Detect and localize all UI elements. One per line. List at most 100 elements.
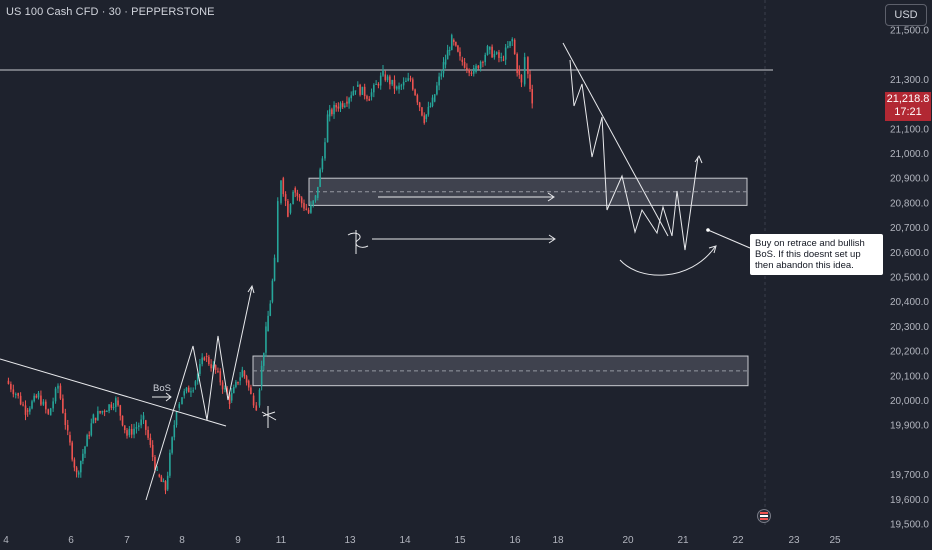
candle-body [516,54,518,74]
candle-body [431,97,434,106]
time-tick-label: 6 [68,535,74,546]
candle-body [319,169,321,187]
candle-body [151,444,154,458]
price-tick-label: 20,000.0 [890,396,929,407]
candle-body [292,191,294,204]
candle-body [356,84,359,87]
candle-body [375,83,377,85]
candle-body [468,69,470,73]
price-tick-label: 21,500.0 [890,26,929,37]
candle-body [103,410,106,412]
candle-body [282,178,285,195]
candle-body [346,101,348,104]
candle-body [178,404,181,408]
candle-body [35,395,38,398]
zigzag-projection-right[interactable] [569,59,699,251]
price-scale[interactable]: 21,500.0 21,300.0 21,100.0 21,000.0 20,900.0… [0,26,929,531]
candle-body [19,395,22,405]
time-tick-label: 16 [509,535,521,546]
price-tick-label: 19,600.0 [890,495,929,506]
candle-body [421,107,423,116]
candle-body [405,80,407,82]
candle-body [196,373,199,382]
candle-body [117,400,119,406]
candle-body [531,89,533,104]
candle-body [321,158,324,170]
candle-body [513,39,516,55]
candle-body [108,404,110,412]
trendline-down[interactable] [0,358,227,427]
candle-body [409,78,412,80]
candle-body [326,114,329,143]
candle-body [252,395,255,406]
candle-body [418,102,421,108]
candle-body [433,94,436,102]
candle-body [444,59,447,65]
candle-body [400,85,403,87]
candle-body [453,39,455,42]
time-tick-label: 25 [829,535,841,546]
candle-body [92,414,95,424]
candle-body [40,395,42,405]
candle-body [212,365,215,369]
candle-body [84,446,86,454]
candle-body [488,46,491,50]
annotation-note[interactable]: Buy on retrace and bullish BoS. If this … [750,234,883,275]
time-tick-label: 14 [399,535,411,546]
candle-body [237,381,239,384]
candle-body [457,45,459,52]
candle-body [500,57,503,59]
candle-body [130,428,133,435]
candle-body [71,442,73,460]
candle-body [144,420,147,430]
zigzag-projection-left[interactable] [145,286,253,501]
candle-body [260,365,263,386]
currency-button[interactable]: USD [885,4,927,26]
candle-body [416,95,419,103]
price-tick-label: 20,100.0 [890,371,929,382]
time-tick-label: 9 [235,535,241,546]
bar-countdown: 17:21 [894,106,922,118]
candle-body [12,389,15,395]
candle-body [511,39,514,42]
candle-body [289,203,292,213]
candle-body [429,105,432,107]
candle-body [425,114,428,119]
time-tick-label: 18 [552,535,564,546]
candle-body [126,430,128,436]
candle-body [54,388,57,402]
candle-body [147,429,149,438]
curved-arrow[interactable] [619,246,716,276]
candle-body [75,467,78,473]
candle-body [366,96,368,99]
candle-body [324,142,326,159]
candle-body [214,365,217,371]
candle-body [507,46,509,48]
candle-body [317,186,319,198]
price-tick-label: 20,300.0 [890,322,929,333]
candle-body [384,74,387,81]
candle-body [217,370,219,372]
price-tick-label: 20,600.0 [890,248,929,259]
flag-icon[interactable] [757,509,771,523]
price-tick-label: 20,800.0 [890,198,929,209]
candle-body [273,257,276,281]
candle-body [482,61,484,63]
candle-body [22,404,24,406]
candle-body [294,188,297,193]
candle-body [267,315,269,332]
bos-label: BoS [153,383,171,394]
candle-body [64,412,67,425]
liquidity-arrow-upper-head [547,192,555,202]
candle-body [24,405,27,415]
candle-body [298,195,301,198]
candle-body [192,390,194,392]
candle-body [119,405,122,416]
trendline-projection[interactable] [562,42,669,237]
candle-body [149,437,152,445]
chart-title: US 100 Cash CFD · 30 · PEPPERSTONE [6,6,215,18]
time-scale[interactable]: 4 6 7 8 9 11 13 14 15 16 18 20 21 22 23 25 [3,535,841,546]
candle-body [310,205,312,213]
